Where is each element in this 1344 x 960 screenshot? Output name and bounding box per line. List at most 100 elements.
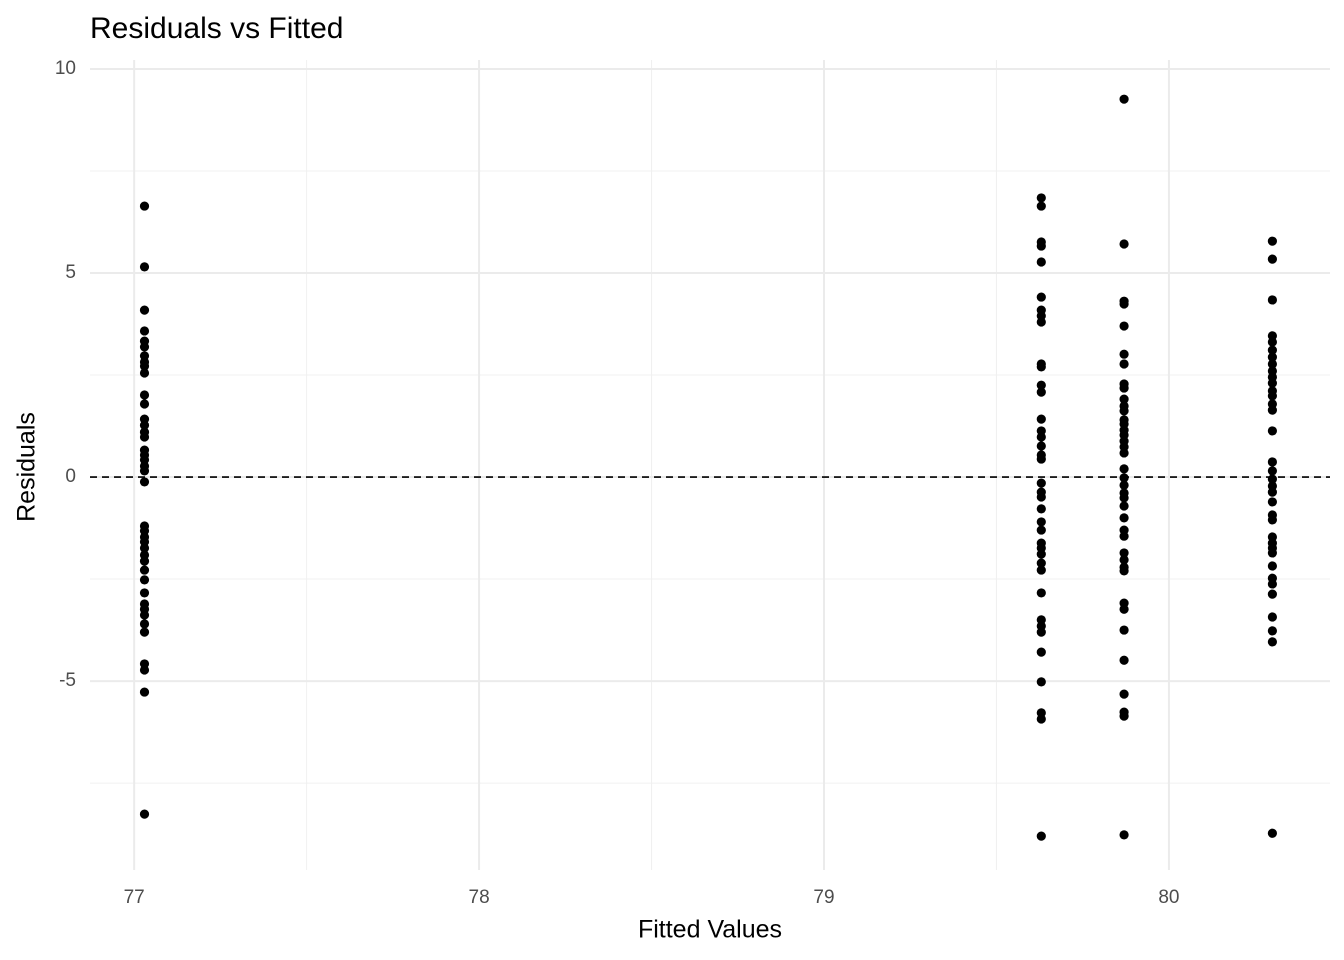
point <box>139 361 150 371</box>
point <box>1036 201 1046 211</box>
point <box>1036 831 1046 841</box>
point <box>1036 432 1046 442</box>
point <box>1267 337 1277 347</box>
point <box>1036 714 1046 724</box>
point <box>139 627 150 637</box>
point <box>1036 558 1046 568</box>
point <box>139 809 150 819</box>
point <box>139 342 150 352</box>
point <box>1267 359 1277 369</box>
point <box>1036 492 1046 502</box>
point <box>1267 579 1277 589</box>
point <box>139 619 150 629</box>
y-tick-label: 5 <box>65 262 76 283</box>
point <box>1119 655 1129 665</box>
point <box>139 575 150 585</box>
point <box>139 262 150 272</box>
point <box>1036 565 1046 575</box>
point <box>139 466 150 476</box>
point <box>1267 828 1277 838</box>
chart-title: Residuals vs Fitted <box>90 12 343 45</box>
point <box>1036 414 1046 424</box>
point <box>1119 473 1129 483</box>
point <box>1119 448 1129 458</box>
point <box>1267 236 1277 246</box>
point <box>1036 317 1046 327</box>
point <box>1036 362 1046 372</box>
point <box>139 588 150 598</box>
y-axis-title: Residuals <box>13 412 41 522</box>
point <box>139 687 150 697</box>
point <box>139 326 150 336</box>
point <box>1119 501 1129 511</box>
point <box>1119 383 1129 393</box>
point <box>1119 394 1129 404</box>
point <box>1119 493 1129 503</box>
point <box>1267 295 1277 305</box>
point <box>1267 345 1277 355</box>
point <box>1119 604 1129 614</box>
point <box>139 305 150 315</box>
point <box>1036 588 1046 598</box>
point <box>1119 299 1129 309</box>
y-tick-label: -5 <box>59 670 76 691</box>
point <box>139 543 150 553</box>
point <box>1267 548 1277 558</box>
point <box>1036 292 1046 302</box>
point <box>1267 457 1277 467</box>
point <box>1119 239 1129 249</box>
point <box>139 610 150 620</box>
point <box>1036 647 1046 657</box>
point <box>1267 466 1277 476</box>
point <box>1267 426 1277 436</box>
point <box>1119 689 1129 699</box>
point <box>139 399 150 409</box>
point <box>1036 478 1046 488</box>
point <box>1119 480 1129 490</box>
point <box>1267 474 1277 484</box>
point <box>1036 257 1046 267</box>
point <box>1267 612 1277 622</box>
point <box>1119 566 1129 576</box>
point <box>1036 627 1046 637</box>
point <box>1119 548 1129 558</box>
point <box>1036 517 1046 527</box>
x-tick-label: 78 <box>469 887 490 908</box>
point <box>139 390 150 400</box>
point <box>1267 352 1277 362</box>
point <box>1036 380 1046 390</box>
point <box>139 432 150 442</box>
point <box>1036 454 1046 464</box>
point <box>139 556 150 566</box>
point <box>1267 637 1277 647</box>
point <box>1036 504 1046 514</box>
point <box>1267 391 1277 401</box>
point <box>1119 464 1129 474</box>
point <box>1119 711 1129 721</box>
point <box>1036 387 1046 397</box>
point <box>1119 625 1129 635</box>
point <box>1036 525 1046 535</box>
point <box>139 420 150 430</box>
point <box>1267 497 1277 507</box>
point <box>1119 830 1129 840</box>
point <box>1267 589 1277 599</box>
point <box>1119 321 1129 331</box>
point <box>1119 359 1129 369</box>
point <box>139 565 150 575</box>
point <box>1119 531 1129 541</box>
x-tick-label: 79 <box>813 887 834 908</box>
point <box>1036 549 1046 559</box>
point <box>1267 254 1277 264</box>
point <box>1119 349 1129 359</box>
point <box>1267 515 1277 525</box>
point <box>1267 378 1277 388</box>
point <box>1119 406 1129 416</box>
point <box>1267 626 1277 636</box>
point <box>1119 513 1129 523</box>
point <box>1267 405 1277 415</box>
point <box>1267 561 1277 571</box>
point <box>1119 94 1129 104</box>
point <box>139 477 150 487</box>
y-tick-label: 10 <box>55 58 76 79</box>
